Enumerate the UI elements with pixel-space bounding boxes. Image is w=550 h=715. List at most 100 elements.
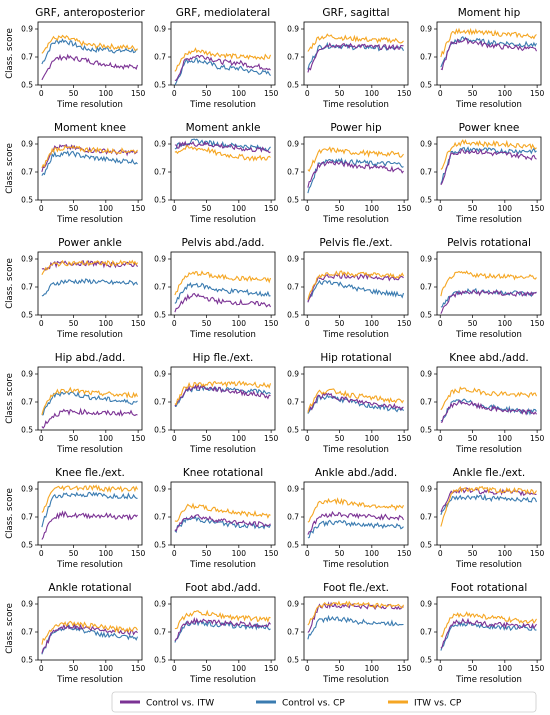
plot-frame [170, 21, 276, 86]
plot-frame [303, 136, 409, 201]
x-tick-label: 0 [438, 204, 443, 213]
plot-frame [170, 366, 276, 431]
series-line-control-vs-cp [307, 614, 404, 640]
x-tick-label: 100 [232, 664, 247, 673]
x-tick-label: 0 [438, 434, 443, 443]
panel-title: Power hip [330, 122, 382, 134]
x-tick-label: 150 [397, 204, 412, 213]
x-tick-label: 0 [305, 204, 310, 213]
x-tick-label: 50 [202, 319, 212, 328]
x-axis-label: Time resolution [56, 675, 123, 685]
x-axis-label: Time resolution [189, 560, 256, 570]
panel-title: Ankle abd./add. [315, 467, 397, 479]
panel-9: Pelvis abd./add. 0.5 0.7 0.9 0 50 100 150 Time r… [154, 237, 278, 340]
x-tick-label: 100 [232, 89, 247, 98]
plot-frame [303, 366, 409, 431]
series-line-itw-vs-cp [174, 270, 272, 296]
x-tick-label: 100 [365, 549, 380, 558]
y-tick-label: 0.5 [420, 426, 432, 435]
x-tick-label: 150 [530, 664, 545, 673]
series-line-control-vs-cp [307, 519, 404, 539]
series-line-itw-vs-cp [307, 388, 404, 413]
x-tick-label: 100 [99, 549, 114, 558]
y-tick-label: 0.5 [287, 426, 299, 435]
series-line-itw-vs-cp [307, 33, 404, 52]
x-tick-label: 50 [335, 204, 345, 213]
series-line-itw-vs-cp [440, 138, 537, 170]
series-line-control-vs-itw [174, 616, 271, 642]
x-tick-label: 50 [468, 664, 478, 673]
y-tick-label: 0.5 [21, 311, 33, 320]
series-line-itw-vs-cp [174, 47, 272, 72]
x-tick-label: 100 [365, 89, 380, 98]
plot-frame [303, 21, 409, 86]
x-tick-label: 100 [232, 319, 247, 328]
series-line-control-vs-cp [307, 157, 404, 194]
series-line-control-vs-itw [174, 514, 271, 532]
x-tick-label: 150 [264, 89, 279, 98]
series-line-control-vs-cp [174, 57, 271, 86]
x-tick-label: 100 [498, 434, 513, 443]
x-tick-label: 150 [264, 204, 279, 213]
series-line-control-vs-cp [41, 390, 138, 416]
panel-title: Knee rotational [183, 467, 263, 479]
panel-title: Foot abd./add. [185, 582, 261, 594]
x-axis-label: Time resolution [322, 675, 389, 685]
x-tick-label: 100 [99, 319, 114, 328]
panel-17: Knee rotational 0.5 0.7 0.9 0 50 100 150 Time re… [154, 467, 278, 570]
x-axis-label: Time resolution [322, 445, 389, 455]
legend-box [111, 691, 537, 713]
panel-21: Foot abd./add. 0.5 0.7 0.9 0 50 100 150 Time res… [154, 582, 278, 685]
y-axis-label: Class. score [5, 258, 15, 309]
x-tick-label: 0 [305, 549, 310, 558]
series-line-itw-vs-cp [41, 34, 138, 54]
x-axis-label: Time resolution [56, 560, 123, 570]
y-tick-label: 0.9 [287, 600, 299, 609]
y-tick-label: 0.7 [154, 513, 166, 522]
x-tick-label: 0 [39, 549, 44, 558]
x-tick-label: 100 [232, 434, 247, 443]
x-tick-label: 150 [264, 319, 279, 328]
series-line-control-vs-cp [41, 38, 138, 65]
y-tick-label: 0.5 [154, 81, 166, 90]
y-tick-label: 0.9 [154, 485, 166, 494]
panel-1: GRF, mediolateral 0.5 0.7 0.9 0 50 100 150 Time … [154, 7, 278, 110]
y-tick-label: 0.7 [21, 53, 33, 62]
y-tick-label: 0.9 [287, 140, 299, 149]
x-tick-label: 150 [530, 434, 545, 443]
series-line-control-vs-itw [41, 53, 139, 81]
series-line-itw-vs-cp [41, 386, 138, 415]
y-tick-label: 0.5 [21, 656, 33, 665]
x-axis-label: Time resolution [322, 100, 389, 110]
x-axis-label: Time resolution [56, 330, 123, 340]
y-axis-label: Class. score [5, 603, 15, 654]
panel-7: Power knee 0.5 0.7 0.9 0 50 100 150 Time resolut… [420, 122, 544, 225]
x-axis-label: Time resolution [189, 675, 256, 685]
plot-frame [170, 596, 276, 661]
plot-frame [37, 136, 143, 201]
x-tick-label: 150 [131, 319, 146, 328]
y-tick-label: 0.7 [21, 398, 33, 407]
x-tick-label: 0 [39, 434, 44, 443]
y-tick-label: 0.5 [287, 656, 299, 665]
series-line-control-vs-itw [307, 42, 404, 73]
x-tick-label: 100 [365, 319, 380, 328]
y-tick-label: 0.9 [154, 25, 166, 34]
series-line-control-vs-cp [307, 279, 405, 302]
y-tick-label: 0.9 [154, 600, 166, 609]
y-tick-label: 0.7 [21, 628, 33, 637]
panel-23: Foot rotational 0.5 0.7 0.9 0 50 100 150 Time re… [420, 582, 544, 685]
y-tick-label: 0.9 [21, 255, 33, 264]
panel-12: Hip abd./add. 0.5 0.7 0.9 0 50 100 150 Time reso… [5, 352, 146, 455]
series-line-control-vs-itw [307, 510, 404, 535]
panel-4: Moment knee 0.5 0.7 0.9 0 50 100 150 Time resolu… [5, 122, 146, 225]
y-tick-label: 0.9 [287, 485, 299, 494]
y-tick-label: 0.7 [287, 628, 299, 637]
x-tick-label: 0 [39, 664, 44, 673]
series-line-control-vs-itw [174, 292, 271, 313]
panel-0: GRF, anteroposterior 0.5 0.7 0.9 0 50 100 150 Ti… [5, 7, 146, 110]
x-tick-label: 150 [131, 549, 146, 558]
panel-22: Foot fle./ext. 0.5 0.7 0.9 0 50 100 150 Time res… [287, 582, 411, 685]
series-line-itw-vs-cp [307, 497, 404, 523]
series-line-control-vs-cp [440, 35, 537, 68]
